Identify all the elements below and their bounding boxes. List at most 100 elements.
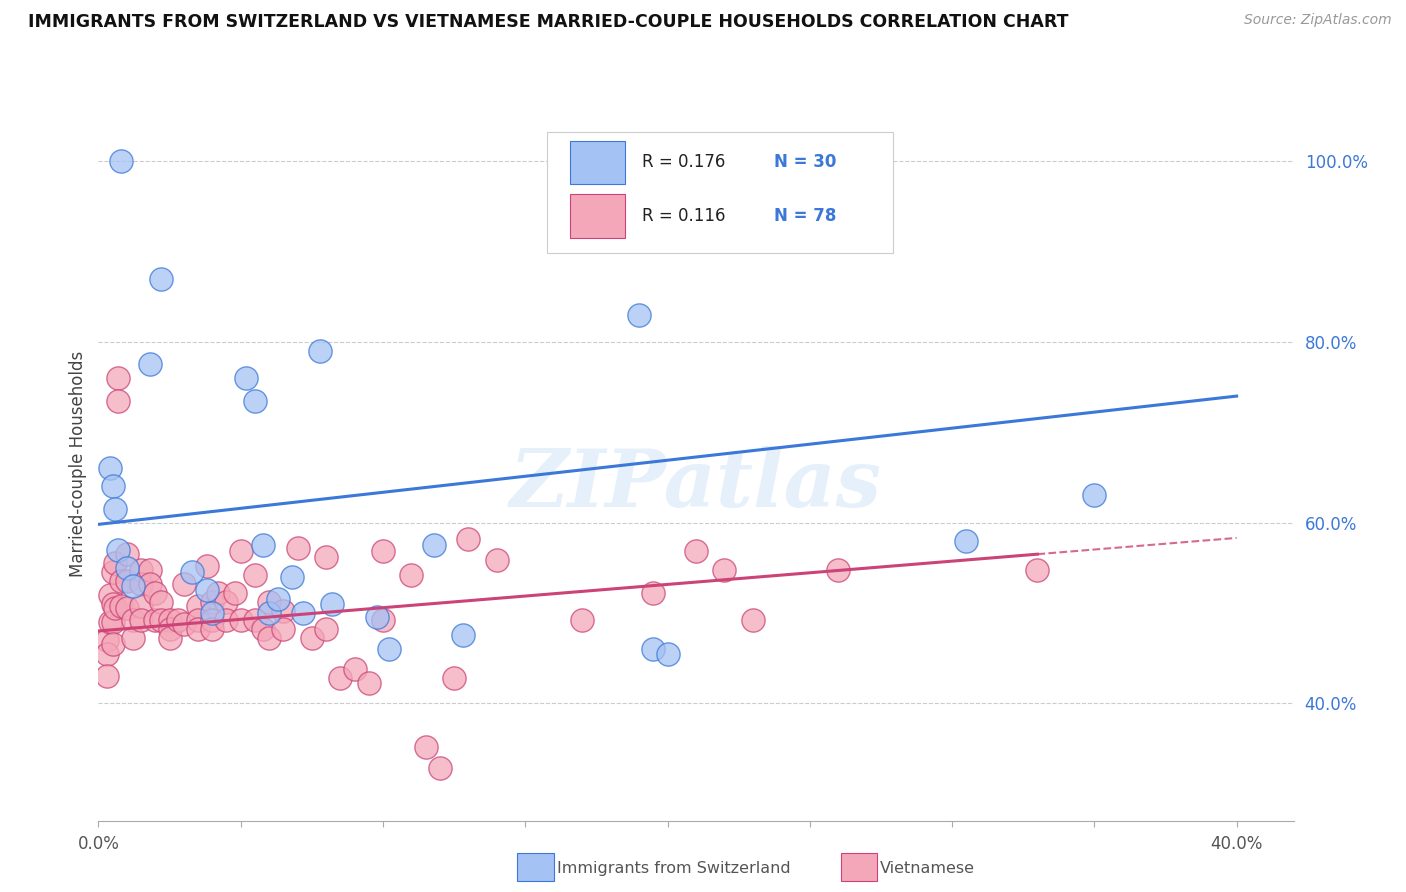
Point <box>173 616 195 631</box>
Point <box>195 558 218 573</box>
Point <box>235 371 257 385</box>
Point <box>207 586 229 600</box>
Point <box>96 632 118 647</box>
Point <box>115 601 138 615</box>
Text: R = 0.116: R = 0.116 <box>643 207 725 225</box>
Point <box>713 562 735 576</box>
Point <box>129 562 152 576</box>
Point <box>143 586 166 600</box>
Point <box>1083 488 1105 502</box>
Point <box>121 579 143 593</box>
Point <box>101 597 124 611</box>
Point <box>301 631 323 645</box>
Point <box>110 154 132 169</box>
Point <box>215 595 238 609</box>
Point <box>955 533 977 548</box>
Point <box>167 613 190 627</box>
Point <box>257 606 280 620</box>
Point <box>121 613 143 627</box>
Point <box>273 604 295 618</box>
Point <box>101 566 124 580</box>
Point <box>150 613 173 627</box>
Point <box>173 577 195 591</box>
Point <box>201 622 224 636</box>
Point <box>401 568 423 582</box>
Y-axis label: Married-couple Households: Married-couple Households <box>69 351 87 577</box>
Point <box>215 613 238 627</box>
Point <box>107 393 129 408</box>
Point <box>329 671 352 685</box>
Point <box>159 622 181 636</box>
Point <box>201 595 224 609</box>
Point <box>741 613 763 627</box>
Point <box>357 676 380 690</box>
Point <box>195 583 218 598</box>
Point <box>104 601 127 615</box>
Text: Vietnamese: Vietnamese <box>880 862 976 876</box>
Point <box>309 343 332 358</box>
Point <box>657 647 679 661</box>
Point <box>243 568 266 582</box>
Point <box>150 595 173 609</box>
Point <box>104 502 127 516</box>
Point <box>138 577 160 591</box>
Point <box>201 606 224 620</box>
Point <box>315 622 337 636</box>
Point <box>229 544 252 558</box>
Point <box>187 613 209 627</box>
Point <box>150 271 173 285</box>
Point <box>443 671 465 685</box>
Point <box>267 592 290 607</box>
Point <box>252 538 274 552</box>
Text: IMMIGRANTS FROM SWITZERLAND VS VIETNAMESE MARRIED-COUPLE HOUSEHOLDS CORRELATION : IMMIGRANTS FROM SWITZERLAND VS VIETNAMES… <box>28 13 1069 31</box>
Point <box>121 631 143 645</box>
Point <box>159 631 181 645</box>
Point <box>643 642 665 657</box>
Point <box>371 613 394 627</box>
Point <box>181 566 204 580</box>
Point <box>287 541 309 555</box>
Point <box>366 610 388 624</box>
Text: N = 30: N = 30 <box>773 153 837 171</box>
Point <box>321 597 343 611</box>
Point <box>107 371 129 385</box>
FancyBboxPatch shape <box>571 194 626 237</box>
Point <box>243 393 266 408</box>
Point <box>138 562 160 576</box>
Point <box>98 461 121 475</box>
Point <box>415 739 437 754</box>
Point <box>292 606 315 620</box>
Point <box>143 613 166 627</box>
Point <box>101 479 124 493</box>
Point <box>129 577 152 591</box>
Point <box>101 638 124 652</box>
Text: N = 78: N = 78 <box>773 207 837 225</box>
Point <box>115 547 138 561</box>
Point <box>104 556 127 570</box>
Point <box>343 662 366 676</box>
Point <box>243 613 266 627</box>
Text: Source: ZipAtlas.com: Source: ZipAtlas.com <box>1244 13 1392 28</box>
Point <box>423 538 446 552</box>
Point <box>115 560 138 574</box>
Point <box>110 574 132 589</box>
Point <box>138 358 160 372</box>
Point <box>229 613 252 627</box>
Point <box>685 544 707 558</box>
Point <box>96 669 118 683</box>
Point <box>107 542 129 557</box>
Point <box>281 570 304 584</box>
Point <box>429 761 451 775</box>
Point <box>224 586 246 600</box>
Point <box>110 599 132 613</box>
Point <box>101 615 124 629</box>
FancyBboxPatch shape <box>571 141 626 184</box>
Point <box>187 599 209 613</box>
Point <box>252 622 274 636</box>
Point <box>571 613 593 627</box>
Point <box>201 613 224 627</box>
Point <box>257 595 280 609</box>
Point <box>628 308 651 322</box>
Point <box>451 628 474 642</box>
Text: Immigrants from Switzerland: Immigrants from Switzerland <box>557 862 790 876</box>
